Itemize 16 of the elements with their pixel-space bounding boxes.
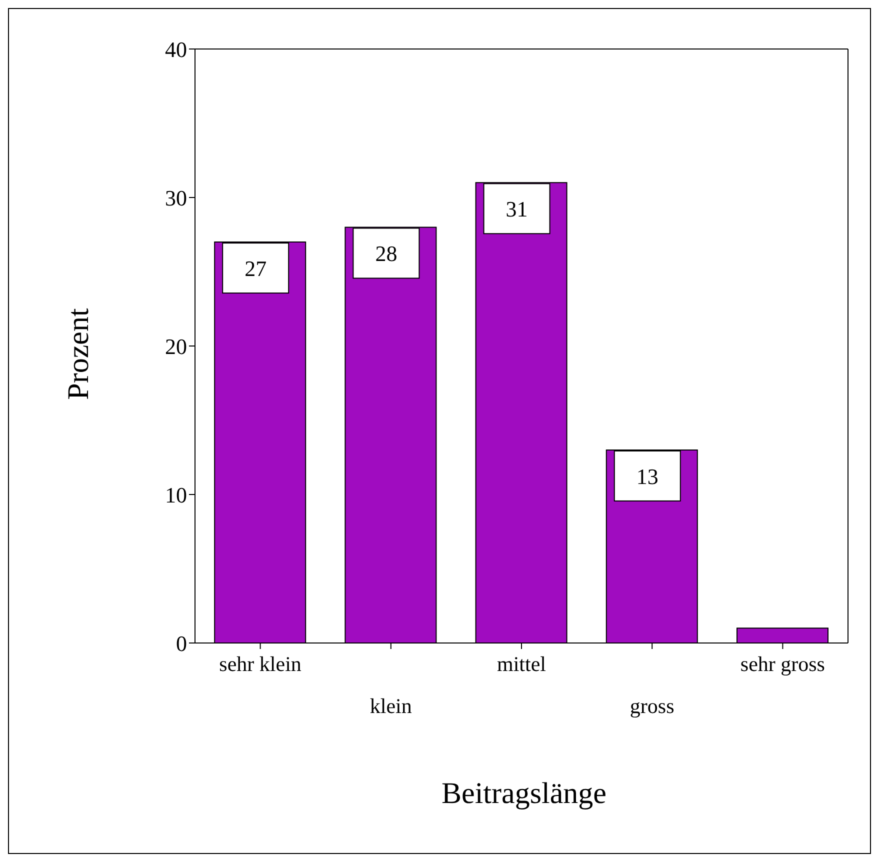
x-tick-label: gross [630, 694, 674, 718]
y-tick-label: 0 [176, 630, 187, 656]
x-tick-label: klein [370, 694, 412, 718]
x-tick-label: sehr gross [740, 652, 825, 676]
x-tick-label: sehr klein [219, 652, 302, 676]
data-label: 13 [636, 464, 658, 489]
y-axis-title: Prozent [62, 308, 96, 400]
data-label: 27 [244, 256, 267, 282]
x-axis-title: Beitragslänge [440, 777, 608, 811]
data-label: 28 [375, 241, 398, 266]
y-tick-label: 30 [165, 185, 187, 210]
y-tick-label: 40 [165, 36, 187, 62]
y-tick-label: 10 [165, 482, 187, 508]
data-label: 31 [506, 196, 528, 222]
y-tick-label: 20 [165, 334, 187, 359]
x-tick-label: mittel [497, 652, 546, 676]
